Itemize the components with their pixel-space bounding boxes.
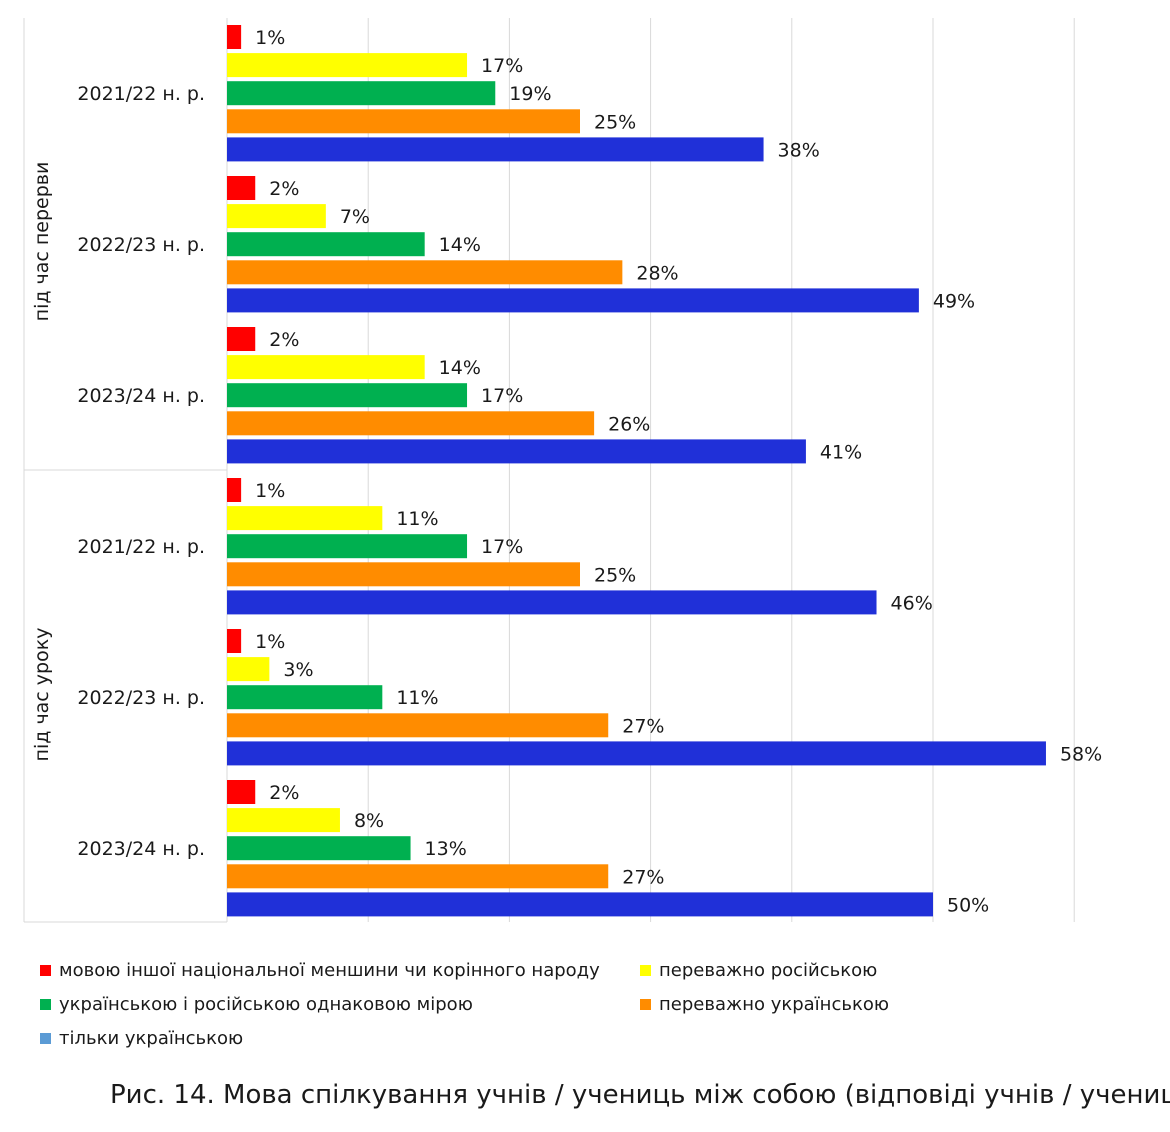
bar <box>227 685 383 710</box>
group-label: під час уроку <box>31 628 53 762</box>
data-label: 14% <box>439 234 481 256</box>
category-label: 2023/24 н. р. <box>77 385 205 407</box>
bar <box>227 478 242 502</box>
data-label: 11% <box>396 508 438 530</box>
bar <box>227 260 623 285</box>
legend-label: переважно російською <box>659 960 878 981</box>
data-label: 11% <box>396 687 438 709</box>
category-label: 2021/22 н. р. <box>77 536 205 558</box>
data-label: 50% <box>947 894 989 916</box>
data-label: 1% <box>255 27 285 49</box>
bar <box>227 836 411 861</box>
legend-label: тільки українською <box>59 1028 244 1049</box>
bar <box>227 176 256 200</box>
data-label: 2% <box>269 178 299 200</box>
bar <box>227 355 425 380</box>
legend-label: переважно українською <box>659 994 889 1015</box>
bar <box>227 327 256 351</box>
legend-swatch <box>40 999 51 1010</box>
data-label: 27% <box>622 715 664 737</box>
data-label: 2% <box>269 329 299 351</box>
bar <box>227 534 468 559</box>
bar <box>227 713 609 738</box>
data-label: 28% <box>636 262 678 284</box>
legend-swatch <box>640 999 651 1010</box>
category-label: 2023/24 н. р. <box>77 838 205 860</box>
bar <box>227 590 877 615</box>
bar <box>227 864 609 889</box>
legend-label: мовою іншої національної меншини чи корі… <box>59 960 600 981</box>
bar <box>227 204 326 229</box>
category-label: 2022/23 н. р. <box>77 687 205 709</box>
data-label: 38% <box>778 139 820 161</box>
category-label: 2021/22 н. р. <box>77 83 205 105</box>
bar <box>227 562 580 587</box>
group-label: під час перерви <box>31 162 53 322</box>
bar <box>227 411 595 436</box>
data-label: 13% <box>425 838 467 860</box>
data-label: 1% <box>255 480 285 502</box>
legend-label: українською і російською однаковою мірою <box>59 994 473 1015</box>
bar <box>227 506 383 531</box>
data-label: 58% <box>1060 743 1102 765</box>
category-label: 2022/23 н. р. <box>77 234 205 256</box>
bar <box>227 808 340 833</box>
data-label: 25% <box>594 111 636 133</box>
bar <box>227 892 933 917</box>
data-label: 19% <box>509 83 551 105</box>
legend-swatch <box>40 965 51 976</box>
bar <box>227 439 806 464</box>
data-label: 26% <box>608 413 650 435</box>
data-label: 2% <box>269 782 299 804</box>
legend-swatch <box>40 1033 51 1044</box>
data-label: 17% <box>481 385 523 407</box>
data-label: 8% <box>354 810 384 832</box>
data-label: 1% <box>255 631 285 653</box>
bar <box>227 780 256 804</box>
data-label: 14% <box>439 357 481 379</box>
data-label: 7% <box>340 206 370 228</box>
bar <box>227 288 919 313</box>
data-label: 41% <box>820 441 862 463</box>
data-label: 27% <box>622 866 664 888</box>
legend-swatch <box>640 965 651 976</box>
data-label: 46% <box>891 592 933 614</box>
data-label: 17% <box>481 536 523 558</box>
legend-item: тільки українською <box>40 1028 243 1049</box>
legend-item: мовою іншої національної меншини чи корі… <box>40 960 600 981</box>
legend-item: переважно російською <box>640 960 877 981</box>
figure-caption: Рис. 14. Мова спілкування учнів / учениц… <box>110 1080 1170 1110</box>
data-label: 49% <box>933 290 975 312</box>
bar <box>227 629 242 653</box>
bar <box>227 383 468 408</box>
data-label: 25% <box>594 564 636 586</box>
legend-item: переважно українською <box>640 994 889 1015</box>
bar <box>227 657 270 682</box>
bar-chart: під час перерви 2021/22 н. р. 1% 17% 19% 25% 3… <box>23 18 1102 923</box>
bar <box>227 137 764 162</box>
data-label: 3% <box>283 659 313 681</box>
bar <box>227 25 242 49</box>
data-label: 17% <box>481 55 523 77</box>
bar <box>227 81 496 106</box>
bar <box>227 53 468 78</box>
bar <box>227 232 425 257</box>
bar <box>227 741 1046 766</box>
legend-item: українською і російською однаковою мірою <box>40 994 473 1015</box>
bar <box>227 109 580 134</box>
